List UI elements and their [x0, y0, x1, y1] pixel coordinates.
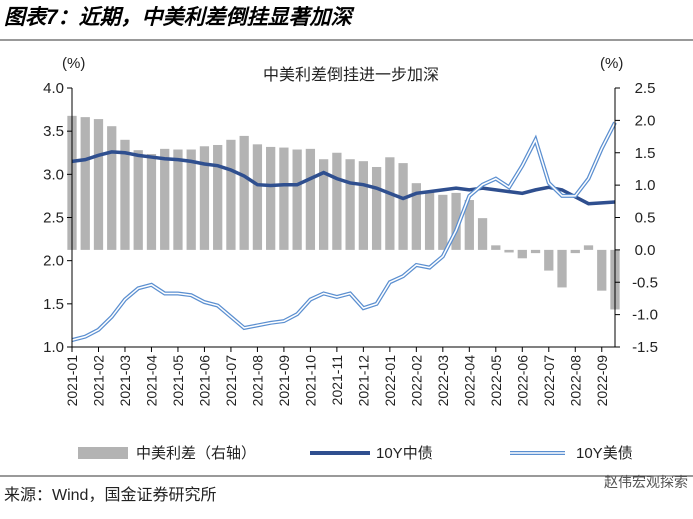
legend-label: 10Y美债	[576, 445, 633, 462]
bar	[358, 161, 369, 250]
bar	[438, 194, 448, 250]
bar	[424, 191, 435, 250]
plot: 1.0 1.5 2.0 2.5 3.0 3.5 4.0 -1.5 -1.0 -0.5 0.0 0.5 1…	[43, 80, 658, 462]
x-tick-label: 2021-07	[223, 355, 239, 407]
y-axis-label: (%)	[62, 55, 85, 72]
y-tick-label: 1.5	[43, 296, 64, 313]
bar	[530, 249, 541, 254]
chart-title: 中美利差倒挂进一步加深	[263, 66, 439, 84]
y2-tick-label: -1.0	[632, 307, 658, 324]
legend-swatch	[78, 447, 128, 459]
bar	[504, 249, 514, 253]
bar	[371, 166, 382, 250]
bar	[93, 119, 104, 250]
bar	[133, 150, 143, 250]
y2-tick-label: 2.0	[635, 112, 656, 129]
y-tick-label: 3.0	[43, 166, 64, 183]
x-tick-label: 2022-02	[408, 355, 424, 407]
x-tick-label: 2021-06	[196, 355, 212, 407]
x-tick-label: 2022-03	[435, 355, 451, 407]
y2-tick-label: -1.5	[632, 339, 658, 356]
x-tick-label: 2022-04	[461, 355, 477, 407]
bar	[199, 146, 210, 250]
x-tick-label: 2021-11	[329, 355, 345, 406]
y-tick-label: 2.0	[43, 253, 64, 270]
bar	[464, 200, 474, 250]
y2-tick-label: 0.5	[635, 210, 656, 227]
line-series	[71, 150, 616, 206]
legend-label: 10Y中债	[376, 445, 433, 462]
bar	[173, 149, 183, 250]
y2-tick-label: 2.5	[635, 80, 656, 97]
bar	[398, 163, 408, 250]
x-tick-label: 2021-12	[355, 355, 371, 407]
line-series-inner	[71, 122, 616, 341]
bar	[239, 135, 249, 250]
y-tick-label: 3.5	[43, 123, 64, 140]
bar	[491, 245, 501, 250]
bar	[292, 149, 302, 250]
bar	[266, 146, 276, 250]
y2-tick-label: 1.0	[635, 177, 656, 194]
bar	[279, 147, 289, 250]
y2-axis-label: (%)	[600, 55, 623, 72]
y2-tick-label: 1.5	[635, 145, 656, 162]
x-tick-label: 2022-07	[541, 355, 557, 407]
x-tick-label: 2021-08	[249, 355, 265, 407]
x-tick-label: 2022-06	[514, 355, 530, 407]
bar	[213, 144, 223, 250]
source: 来源：Wind，国金证券研究所	[4, 486, 216, 504]
x-tick-label: 2021-09	[276, 355, 292, 407]
x-tick-label: 2021-01	[64, 355, 80, 407]
x-tick-label: 2021-10	[302, 355, 318, 407]
bar	[146, 154, 157, 250]
x-tick-label: 2021-02	[90, 355, 106, 407]
bar	[583, 245, 594, 250]
bar	[345, 159, 355, 250]
x-tick-label: 2022-05	[488, 355, 504, 407]
x-tick-label: 2021-04	[143, 355, 159, 407]
bar	[120, 139, 130, 250]
bar	[186, 149, 196, 250]
watermark: 赵伟宏观探索	[604, 474, 688, 490]
legend-label: 中美利差（右轴）	[136, 445, 256, 462]
x-tick-label: 2022-01	[382, 355, 398, 407]
bar	[305, 148, 316, 250]
bar	[107, 126, 117, 250]
bar	[411, 183, 421, 250]
bar	[332, 152, 342, 250]
bar	[226, 139, 236, 250]
bar	[318, 159, 329, 250]
bar	[451, 192, 461, 250]
bar	[544, 249, 554, 271]
bar	[557, 249, 567, 288]
y-tick-label: 1.0	[43, 339, 64, 356]
bar	[385, 157, 395, 250]
x-tick-label: 2021-05	[170, 355, 186, 407]
y-tick-label: 4.0	[43, 80, 64, 97]
y2-tick-label: -0.5	[632, 274, 658, 291]
y-tick-label: 2.5	[43, 210, 64, 227]
bar	[252, 144, 263, 250]
bar	[477, 218, 488, 250]
y2-tick-label: 0.0	[635, 242, 656, 259]
bar	[570, 249, 580, 254]
bar	[80, 117, 90, 250]
bar	[160, 148, 170, 250]
header-title: 图表7：近期，中美利差倒挂显著加深	[4, 5, 355, 29]
x-tick-label: 2021-03	[117, 355, 133, 407]
x-tick-label: 2022-09	[594, 355, 610, 407]
x-tick-label: 2022-08	[567, 355, 583, 407]
bar	[597, 249, 607, 291]
bar	[517, 249, 527, 259]
